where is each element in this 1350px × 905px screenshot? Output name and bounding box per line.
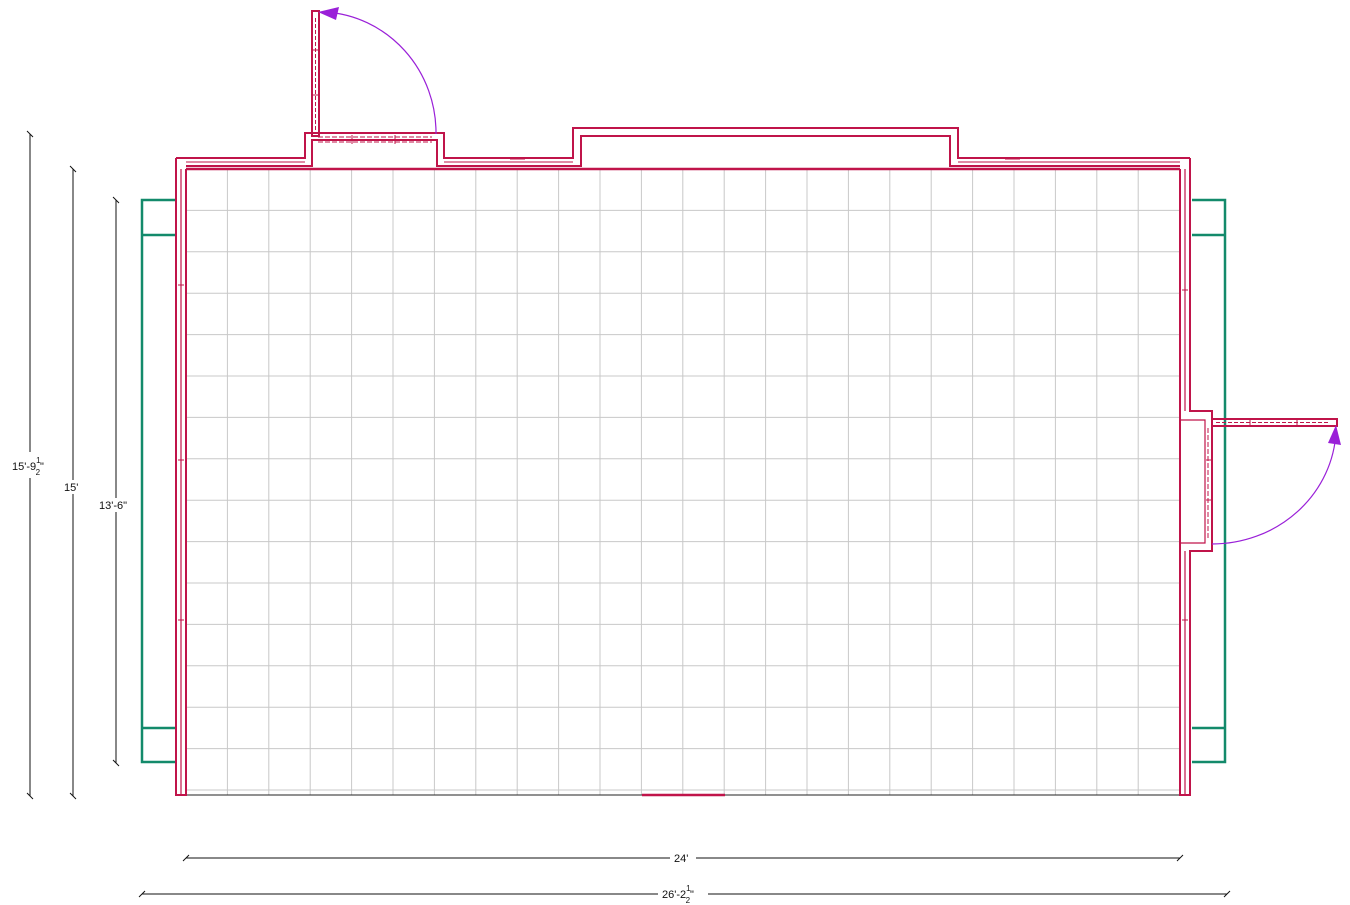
right-door: [1206, 418, 1338, 540]
right-wall: [1179, 158, 1213, 796]
right-door-swing: [1211, 431, 1337, 545]
top-door-swing: [325, 11, 437, 135]
dimension-left-inner: [112, 196, 120, 767]
dimension-left-mid-label: 15': [64, 482, 78, 494]
dimension-bottom-outer-label: 26'-21 2": [662, 884, 694, 905]
dimension-left-inner-label: 13'-6": [99, 500, 127, 512]
right-door-leaf: [1211, 418, 1338, 427]
dimension-bottom-inner-label: 24': [674, 853, 688, 865]
right-door-swing-arrow: [1328, 425, 1341, 445]
top-door-leaf: [311, 10, 320, 137]
top-wall: [176, 127, 1190, 171]
top-door: [311, 10, 432, 144]
floor-grid: [186, 169, 1180, 795]
dimension-left-outer-label: 15'-91 2": [12, 456, 44, 477]
left-wall: [175, 158, 187, 796]
right-window: [1192, 198, 1227, 764]
top-door-swing-arrow: [318, 7, 339, 20]
left-window: [140, 198, 176, 764]
